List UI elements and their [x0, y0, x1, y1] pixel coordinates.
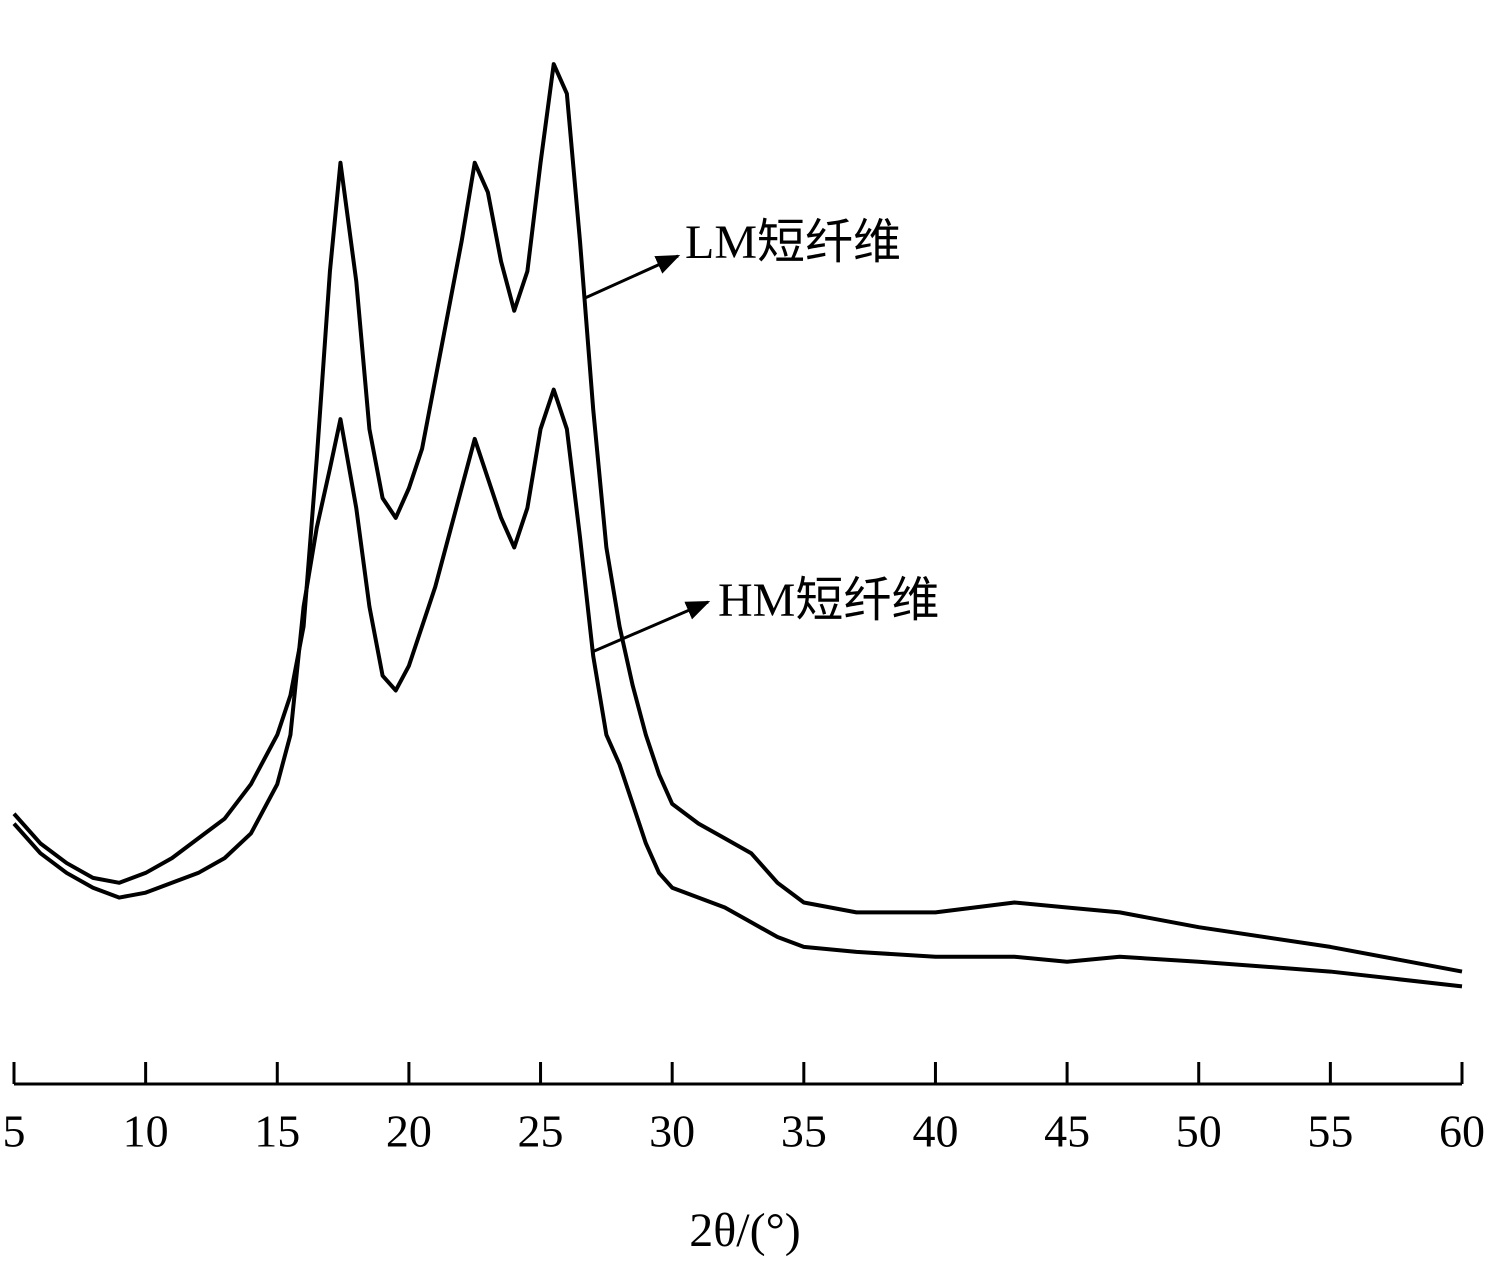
x-tick-label: 15 — [254, 1106, 300, 1157]
annotation-arrow — [591, 600, 711, 654]
x-axis-label: 2θ/(°) — [689, 1204, 801, 1257]
x-tick-label: 25 — [518, 1106, 564, 1157]
x-tick-label: 45 — [1044, 1106, 1090, 1157]
annotation-arrow — [584, 254, 681, 300]
series-label: HM短纤维 — [718, 574, 939, 627]
x-tick-label: 40 — [912, 1106, 958, 1157]
x-tick-label: 35 — [781, 1106, 827, 1157]
x-tick-label: 20 — [386, 1106, 432, 1157]
series-line — [12, 62, 1463, 974]
series-line — [12, 387, 1463, 989]
x-tick-label: 5 — [3, 1106, 26, 1157]
x-tick-label: 30 — [649, 1106, 695, 1157]
x-tick-label: 50 — [1176, 1106, 1222, 1157]
x-tick-label: 60 — [1439, 1106, 1485, 1157]
series-label: LM短纤维 — [685, 216, 901, 269]
x-tick-label: 10 — [123, 1106, 169, 1157]
x-tick-label: 55 — [1307, 1106, 1353, 1157]
